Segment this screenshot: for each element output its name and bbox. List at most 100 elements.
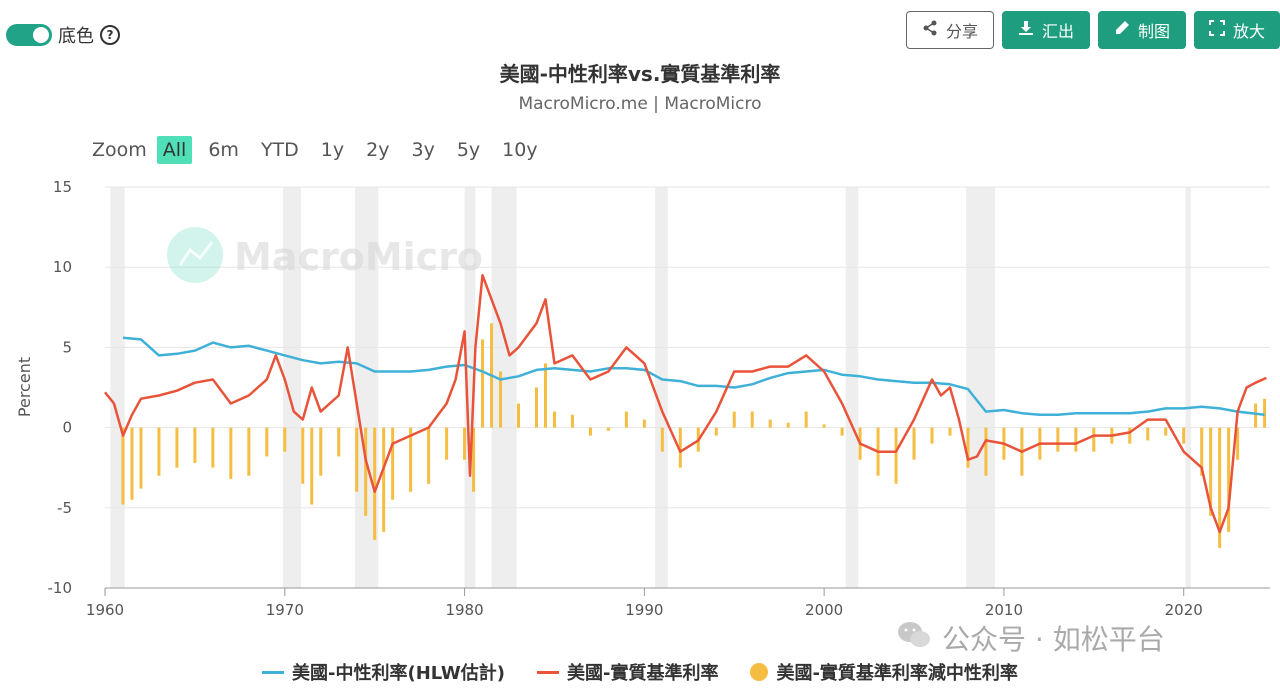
diff-bar-23 (463, 427, 467, 460)
axes: 15 10 5 0 -5 -10 1960 1970 1980 1990 2000 2010 2020 (48, 178, 1270, 619)
diff-bar-30 (543, 363, 547, 428)
diff-bar-36 (642, 419, 646, 428)
toggle-knob (33, 27, 49, 43)
legend-item-neutral[interactable]: 美國-中性利率(HLW估計) (262, 659, 505, 685)
x-tick-label-5: 2010 (985, 601, 1023, 619)
y-tick-label-4: -5 (57, 499, 72, 517)
neutral-rate-line (122, 336, 1265, 417)
y-tick-label-0: 15 (53, 178, 72, 196)
chart-subtitle: MacroMicro.me | MacroMicro (518, 94, 762, 114)
diff-bar-2 (139, 427, 143, 489)
toolbar: 分享 汇出 制图 放大 (898, 11, 1280, 49)
diff-bar-71 (1236, 427, 1240, 460)
diff-bar-67 (1200, 427, 1204, 476)
diff-bar-59 (1056, 427, 1060, 452)
diff-bar-63 (1128, 427, 1132, 444)
download-icon (1018, 20, 1034, 40)
export-label: 汇出 (1041, 22, 1074, 41)
x-tick-label-0: 1960 (86, 601, 124, 619)
diff-bar-68 (1209, 427, 1213, 516)
share-label: 分享 (945, 22, 978, 41)
diff-bar-52 (930, 427, 934, 444)
diff-bar-14 (337, 427, 341, 457)
diff-bar-31 (552, 411, 556, 428)
zoom-2y[interactable]: 2y (366, 139, 390, 161)
help-icon[interactable]: ? (100, 25, 120, 45)
diff-bar-53 (948, 427, 952, 436)
diff-bar-70 (1227, 427, 1231, 532)
zoom-5y[interactable]: 5y (456, 139, 481, 161)
watermark: MacroMicro (167, 227, 483, 283)
expand-label: 放大 (1232, 22, 1265, 41)
watermark-logo-mark (178, 241, 214, 266)
legend-diff-swatch (750, 663, 769, 681)
diff-bar-4 (175, 427, 179, 468)
recession-band-3 (464, 187, 476, 588)
share-button[interactable]: 分享 (906, 11, 994, 49)
diff-bar-24 (472, 427, 476, 492)
diff-bar-10 (283, 427, 287, 452)
recession-band-5 (655, 187, 668, 588)
real-rate-line (104, 273, 1267, 534)
y-tick-label-3: 0 (62, 419, 72, 437)
zoom-selector: Zoom All 6m YTD 1y 2y 3y 5y 10y (92, 136, 554, 164)
x-tick-label-4: 2000 (805, 601, 843, 619)
y-tick-label-5: -10 (48, 579, 73, 597)
diff-bar-22 (445, 427, 449, 460)
diff-bar-13 (319, 427, 323, 476)
draw-label: 制图 (1137, 22, 1170, 41)
diff-bar-41 (732, 411, 736, 428)
legend-item-real[interactable]: 美國-實質基準利率 (536, 659, 719, 685)
pencil-icon (1114, 20, 1130, 40)
diff-bar-60 (1074, 427, 1078, 452)
draw-button[interactable]: 制图 (1098, 11, 1186, 49)
diff-bar-55 (984, 427, 988, 476)
diff-bar-17 (373, 427, 377, 540)
diff-bar-21 (427, 427, 431, 484)
zoom-3y[interactable]: 3y (411, 139, 435, 161)
recession-band-8 (1185, 187, 1191, 588)
zoom-1y[interactable]: 1y (320, 139, 345, 161)
legend-real-swatch (536, 670, 559, 674)
x-tick-label-1: 1970 (266, 601, 304, 619)
legend-diff-label: 美國-實質基準利率減中性利率 (776, 663, 1018, 684)
legend-real-label: 美國-實質基準利率 (566, 663, 719, 684)
x-tick-label-2: 1980 (445, 601, 483, 619)
y-tick-label-1: 10 (53, 258, 72, 276)
zoom-6m[interactable]: 6m (208, 139, 239, 161)
background-toggle-group: 底色 ? (6, 22, 120, 48)
diff-bar-9 (265, 427, 269, 457)
zoom-ytd[interactable]: YTD (260, 139, 299, 161)
diff-bar-29 (534, 387, 538, 428)
wechat-icon (896, 620, 932, 657)
watermark-text: MacroMicro (234, 235, 483, 279)
zoom-10y[interactable]: 10y (502, 139, 538, 161)
expand-button[interactable]: 放大 (1194, 11, 1280, 49)
diff-bar-45 (804, 411, 808, 428)
x-tick-label-6: 2020 (1165, 601, 1203, 619)
diff-bar-6 (211, 427, 215, 468)
share-icon (922, 20, 938, 40)
diff-bar-72 (1254, 403, 1258, 428)
diff-bar-0 (121, 427, 125, 505)
wechat-watermark: 公众号 · 如松平台 (896, 618, 1165, 658)
legend-item-diff[interactable]: 美國-實質基準利率減中性利率 (750, 659, 1018, 685)
export-button[interactable]: 汇出 (1002, 11, 1090, 49)
background-toggle[interactable] (6, 24, 52, 46)
diff-bar-50 (894, 427, 898, 484)
diff-bar-11 (301, 427, 305, 484)
diff-bar-12 (310, 427, 314, 505)
recession-band-4 (491, 187, 517, 588)
diff-bar-20 (409, 427, 413, 492)
zoom-all[interactable]: All (156, 136, 193, 164)
legend-neutral-swatch (262, 670, 285, 674)
y-tick-label-2: 5 (62, 338, 72, 356)
expand-icon (1208, 20, 1225, 40)
diff-bar-3 (157, 427, 161, 476)
recession-band-0 (110, 187, 125, 588)
recession-band-7 (966, 187, 995, 588)
diff-bar-28 (517, 403, 521, 428)
diff-bar-32 (570, 414, 574, 428)
x-tick-label-3: 1990 (625, 601, 663, 619)
